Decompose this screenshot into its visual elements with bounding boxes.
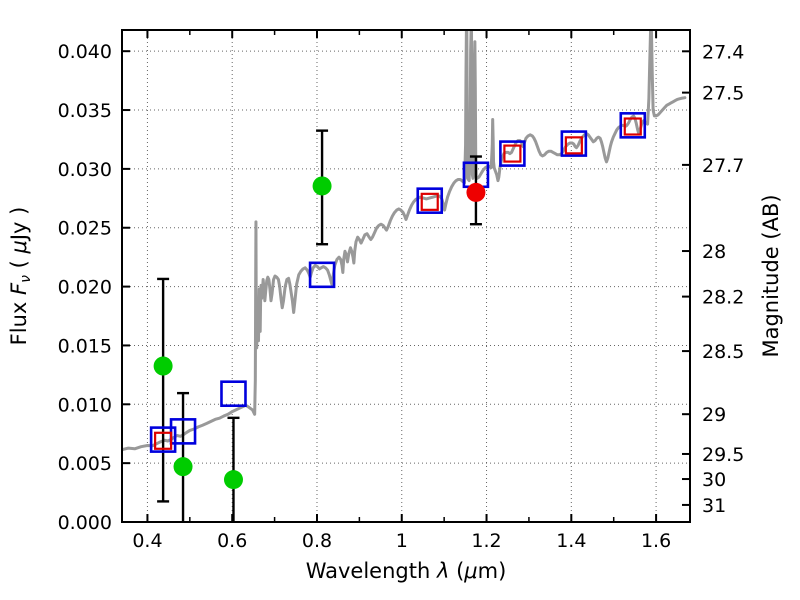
y-tick-label-left: 0.035 — [58, 100, 112, 122]
x-axis-ticks: 0.4 0.6 0.8 1 1.2 1.4 1.6 — [132, 30, 671, 552]
x-tick-label: 0.6 — [217, 530, 247, 552]
x-axis-label: Wavelength λ (μm) — [306, 559, 507, 583]
y-tick-label-right: 28.2 — [702, 287, 744, 309]
y-axis-label-right: Magnitude (AB) — [759, 194, 783, 357]
x-tick-label: 1 — [396, 530, 408, 552]
plot-background — [122, 30, 690, 522]
y-tick-label-left: 0.015 — [58, 335, 112, 357]
y-tick-label-left: 0.005 — [58, 453, 112, 475]
x-tick-label: 1.6 — [641, 530, 671, 552]
observed-photometry-markers — [153, 176, 486, 490]
y-tick-label-left: 0.030 — [58, 159, 112, 181]
y-tick-label-right: 28 — [702, 241, 726, 263]
y-tick-label-right: 27.7 — [702, 155, 744, 177]
y-tick-label-right: 29 — [702, 404, 726, 426]
y-tick-label-right: 29.5 — [702, 444, 744, 466]
x-tick-label: 0.4 — [132, 530, 162, 552]
gridlines — [122, 30, 690, 522]
y-tick-label-right: 27.5 — [702, 83, 744, 105]
y-tick-label-right: 27.4 — [702, 41, 744, 63]
spectrum-curve — [122, 30, 687, 452]
x-tick-label: 1.2 — [471, 530, 501, 552]
x-tick-label: 1.4 — [556, 530, 586, 552]
y-tick-label-left: 0.025 — [58, 218, 112, 240]
y-axis-ticks-left: 0.000 0.005 0.010 0.015 0.020 0.025 0.030 0.035… — [58, 41, 130, 534]
y-tick-label-right: 31 — [702, 495, 726, 517]
y-tick-label-left: 0.010 — [58, 394, 112, 416]
y-tick-label-left: 0.020 — [58, 277, 112, 299]
plot-frame — [121, 29, 691, 523]
y-tick-label-left: 0.040 — [58, 41, 112, 63]
y-axis-label-left: Flux Fν ( μJy ) — [7, 207, 34, 346]
x-tick-label: 0.8 — [302, 530, 332, 552]
y-tick-label-right: 30 — [702, 469, 726, 491]
y-tick-label-right: 28.5 — [702, 341, 744, 363]
y-axis-ticks-right: 27.4 27.5 27.7 28 28.2 28.5 29 29.5 30 31 — [682, 41, 744, 517]
y-tick-label-left: 0.000 — [58, 512, 112, 534]
